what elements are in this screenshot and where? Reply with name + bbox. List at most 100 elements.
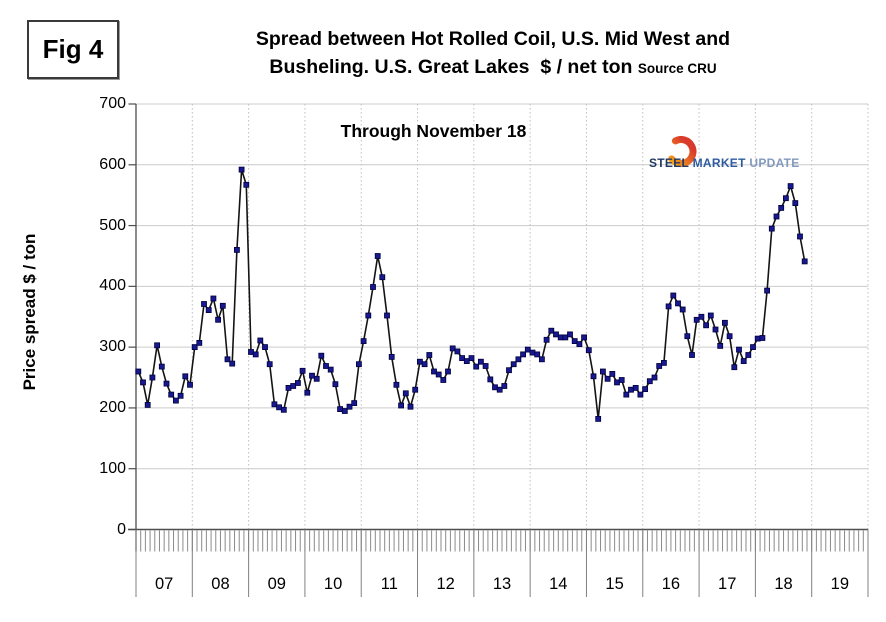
data-point-marker: [689, 352, 695, 358]
data-point-marker: [449, 345, 456, 352]
data-point-marker: [675, 300, 681, 307]
data-point-marker: [388, 353, 395, 360]
data-point-marker: [210, 295, 217, 302]
data-point-marker: [590, 373, 597, 380]
logo-word-market: MARKET: [688, 156, 746, 170]
data-point-marker: [506, 367, 512, 374]
data-point-marker: [238, 166, 245, 173]
year-label: 09: [267, 575, 286, 593]
data-point-marker: [628, 386, 634, 393]
data-point-marker: [600, 368, 606, 375]
data-point-marker: [764, 287, 770, 294]
data-point-marker: [703, 322, 709, 329]
figure-label-text: Fig 4: [42, 34, 104, 64]
data-point-marker: [290, 383, 297, 389]
data-point-marker: [266, 361, 273, 368]
data-point-marker: [262, 344, 268, 351]
data-point-marker: [309, 372, 315, 379]
data-point-marker: [276, 404, 283, 411]
year-label: 17: [718, 575, 737, 593]
data-point-marker: [698, 313, 705, 320]
data-point-marker: [562, 334, 569, 341]
chart-title: Spread between Hot Rolled Coil, U.S. Mid…: [100, 25, 886, 83]
data-point-marker: [722, 319, 728, 326]
data-point-marker: [285, 384, 292, 391]
chart-title-line2: Busheling. U.S. Great Lakes $ / net ton …: [269, 56, 717, 78]
data-point-marker: [229, 360, 236, 367]
data-point-marker: [327, 366, 334, 373]
data-point-marker: [543, 336, 550, 343]
data-point-marker: [299, 367, 306, 374]
data-point-marker: [431, 368, 437, 375]
data-point-marker: [773, 213, 780, 220]
data-point-marker: [257, 337, 264, 344]
data-point-marker: [604, 375, 611, 382]
year-label: 14: [549, 575, 568, 593]
data-point-marker: [407, 403, 414, 410]
data-point-marker: [205, 307, 212, 314]
source-note: Source CRU: [637, 61, 717, 76]
data-point-marker: [294, 380, 301, 386]
data-point-marker: [534, 351, 541, 358]
data-point-marker: [252, 351, 259, 358]
logo-word-update: UPDATE: [745, 156, 800, 170]
data-point-marker: [191, 344, 198, 351]
data-point-marker: [487, 376, 494, 383]
data-point-marker: [416, 358, 423, 365]
data-point-marker: [459, 355, 466, 362]
data-point-marker: [224, 356, 231, 363]
axes: [128, 103, 869, 597]
data-point-marker: [529, 349, 536, 356]
data-point-marker: [665, 303, 672, 310]
data-point-marker: [609, 370, 616, 377]
data-series: [135, 166, 808, 422]
through-annotation: Through November 18: [340, 121, 527, 141]
data-point-marker: [482, 363, 489, 369]
data-point-marker: [581, 334, 587, 341]
data-point-marker: [679, 306, 686, 313]
data-point-marker: [313, 375, 320, 382]
year-label: 19: [830, 575, 850, 593]
year-label: 08: [211, 575, 230, 593]
data-point-marker: [656, 363, 663, 369]
data-point-marker: [501, 383, 508, 389]
data-point-marker: [402, 390, 409, 397]
series-line: [137, 169, 806, 419]
data-point-marker: [477, 358, 484, 365]
data-point-marker: [801, 258, 808, 265]
data-point-marker: [196, 339, 203, 346]
data-point-marker: [468, 355, 475, 362]
data-point-marker: [473, 363, 480, 370]
data-point-marker: [351, 400, 358, 407]
data-point-marker: [323, 363, 329, 369]
data-point-marker: [567, 331, 573, 338]
chart-title-line1: Spread between Hot Rolled Coil, U.S. Mid…: [255, 28, 731, 50]
data-point-marker: [280, 406, 287, 413]
data-point-marker: [398, 402, 405, 409]
data-point-marker: [693, 316, 700, 323]
data-point-marker: [379, 274, 386, 281]
data-point-marker: [510, 361, 517, 368]
y-tick-label: 200: [99, 398, 126, 416]
data-point-marker: [337, 406, 344, 413]
data-point-marker: [736, 346, 742, 353]
figure-label: Fig 4: [27, 20, 119, 79]
data-point-marker: [393, 381, 400, 388]
data-point-marker: [177, 392, 184, 399]
data-point-marker: [384, 312, 390, 319]
data-point-marker: [412, 386, 419, 393]
data-point-marker: [787, 183, 794, 190]
data-point-marker: [637, 391, 644, 398]
data-point-marker: [548, 327, 555, 334]
y-tick-label: 100: [99, 459, 126, 477]
data-point-marker: [515, 356, 522, 363]
data-point-marker: [158, 363, 165, 370]
y-tick-label: 500: [99, 216, 126, 234]
data-point-marker: [233, 246, 240, 253]
data-point-marker: [454, 348, 461, 355]
data-point-marker: [463, 358, 470, 365]
data-point-marker: [778, 204, 785, 211]
data-point-marker: [726, 333, 733, 340]
year-label: 15: [605, 575, 624, 593]
